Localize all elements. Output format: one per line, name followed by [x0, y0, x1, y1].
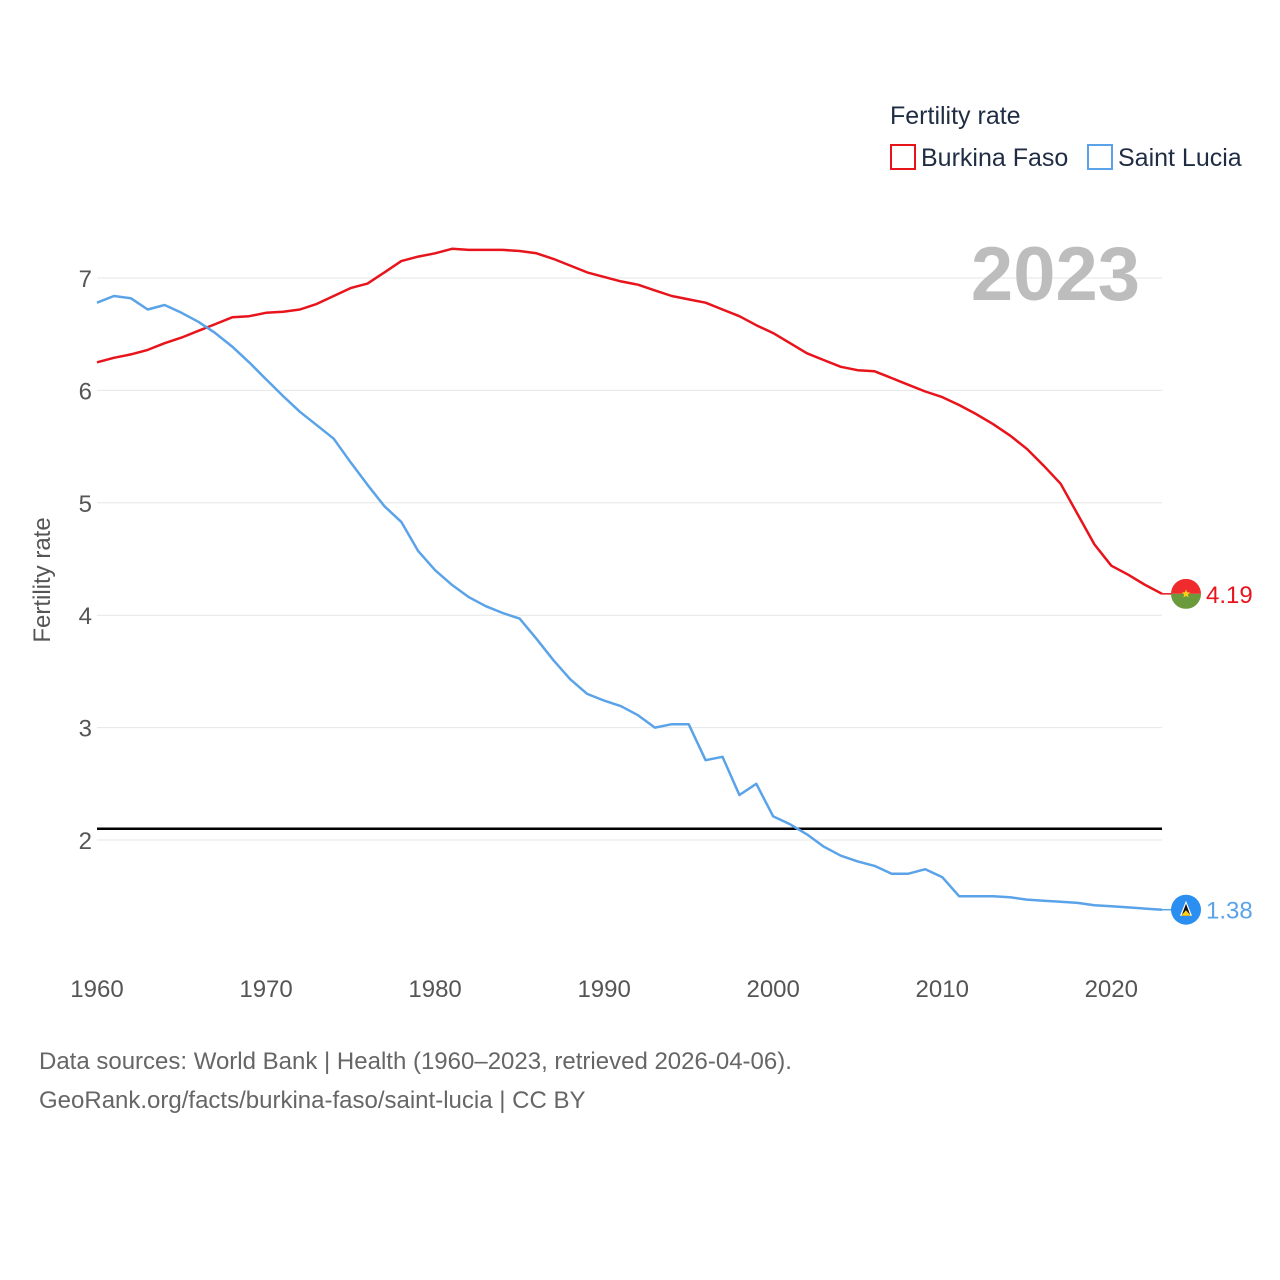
legend-swatch-saint-lucia [1087, 144, 1113, 170]
flag-star-icon [1181, 589, 1191, 598]
source-line-2[interactable]: GeoRank.org/facts/burkina-faso/saint-luc… [39, 1087, 585, 1114]
legend-label-saint-lucia: Saint Lucia [1118, 144, 1242, 172]
y-axis-title: Fertility rate [29, 517, 56, 642]
series-line-saint-lucia [96, 294, 1163, 911]
legend-item-burkina-faso[interactable]: Burkina Faso [890, 144, 1068, 172]
flag-yellow-triangle [1181, 910, 1191, 916]
legend-swatch-burkina-faso [890, 144, 916, 170]
x-tick-label-2020: 2020 [1085, 976, 1138, 1003]
legend: Fertility rate Burkina Faso Saint Lucia [890, 102, 1242, 172]
y-tick-label-4: 4 [79, 603, 92, 630]
y-tick-label-5: 5 [79, 491, 92, 518]
x-tick-label-1970: 1970 [239, 976, 292, 1003]
x-tick-label-2010: 2010 [916, 976, 969, 1003]
y-tick-label-7: 7 [79, 266, 92, 293]
x-tick-label-1990: 1990 [577, 976, 630, 1003]
gridlines [97, 277, 1162, 841]
flag-red-band [1171, 578, 1201, 594]
flag-marker-burkina-faso [1171, 578, 1201, 609]
x-tick-label-2000: 2000 [746, 976, 799, 1003]
flag-green-band [1171, 593, 1201, 609]
end-markers: 4.19 1.38 [1162, 578, 1253, 925]
series-lines [96, 247, 1163, 911]
flag-marker-saint-lucia [1171, 894, 1201, 925]
y-tick-label-2: 2 [79, 828, 92, 855]
y-axis-ticks: 2 3 4 5 6 7 [79, 266, 92, 855]
source-line-1: Data sources: World Bank | Health (1960–… [39, 1048, 792, 1075]
legend-title: Fertility rate [890, 102, 1021, 130]
y-tick-label-6: 6 [79, 378, 92, 405]
y-tick-label-3: 3 [79, 716, 92, 743]
series-line-burkina-faso [96, 247, 1163, 595]
x-axis-ticks: 1960 1970 1980 1990 2000 2010 2020 [70, 976, 1138, 1003]
end-value-label-burkina-faso: 4.19 [1206, 582, 1253, 609]
legend-item-saint-lucia[interactable]: Saint Lucia [1087, 144, 1242, 172]
x-tick-label-1980: 1980 [408, 976, 461, 1003]
x-tick-label-1960: 1960 [70, 976, 123, 1003]
legend-label-burkina-faso: Burkina Faso [921, 144, 1068, 172]
current-year-label: 2023 [971, 232, 1140, 317]
end-value-label-saint-lucia: 1.38 [1206, 898, 1253, 925]
